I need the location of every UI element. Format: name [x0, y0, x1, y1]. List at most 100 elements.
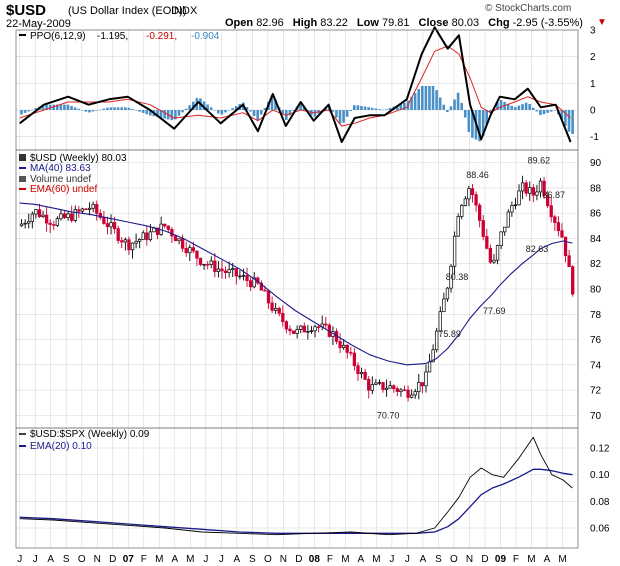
price-candle-body: [302, 325, 306, 333]
price-candle-body: [388, 385, 392, 389]
ppo-hist-bar: [45, 104, 48, 110]
ppo-hist-bar: [438, 97, 442, 110]
ppo-hist-bar: [453, 99, 456, 110]
ppo-hist-bar: [91, 110, 95, 112]
ppo-hist-bar: [435, 90, 438, 110]
ppo-hist-bar: [109, 107, 113, 110]
ppo-hist-bar: [30, 109, 34, 111]
price-y-tick-label: 80: [590, 285, 602, 296]
price-candle-body: [478, 204, 482, 221]
ppo-hist-bar: [524, 102, 528, 110]
ppo-hist-bar: [149, 110, 152, 116]
price-candle-body: [538, 180, 543, 193]
price-candle-body: [513, 204, 518, 206]
price-candle-body: [213, 260, 217, 272]
price-candle-body: [259, 282, 264, 291]
ppo-hist-bar: [23, 110, 27, 113]
ppo-hist-bar: [463, 110, 467, 118]
price-candle-body: [27, 221, 31, 224]
ppo-y-tick-label: -1: [590, 132, 599, 143]
ppo-hist-bar: [288, 110, 292, 116]
price-candle-body: [485, 236, 489, 249]
price-candle-body: [531, 187, 535, 196]
ppo-hist-bar: [63, 104, 66, 110]
price-candle-body: [299, 325, 303, 330]
price-candle-body: [102, 217, 106, 224]
price-candle-body: [52, 224, 56, 226]
ppo-hist-bar: [456, 92, 460, 110]
price-candle-body: [95, 204, 99, 214]
price-candle-body: [130, 242, 135, 251]
ppo-hist-bar: [95, 110, 98, 111]
ratio-legend: $USD:$SPX (Weekly) 0.09 EMA(20) 0.10: [19, 429, 150, 452]
price-annotations: 70.70 75.89 80.38 88.46 77.69 89.62 86.87 82.63: [377, 155, 565, 420]
price-candle-body: [449, 265, 453, 289]
ppo-hist-bar: [485, 110, 489, 125]
price-candle-body: [442, 298, 446, 313]
price-candle-body: [499, 231, 503, 246]
ppo-y-tick-label: 2: [590, 52, 596, 63]
price-candle-body: [234, 268, 238, 277]
ppo-hist-bar: [564, 110, 567, 126]
price-candle-body: [91, 204, 95, 209]
price-candle-body: [306, 331, 310, 333]
ppo-hist-bar: [510, 105, 514, 110]
price-candle-body: [30, 213, 34, 222]
price-candle-body: [84, 208, 88, 211]
x-tick-label: 09: [495, 554, 507, 565]
price-candle-body: [23, 222, 27, 225]
x-tick-label: F: [327, 554, 333, 565]
x-tick-label: S: [435, 554, 442, 565]
price-candle-body: [145, 232, 149, 240]
ppo-hist-bar: [428, 86, 431, 110]
price-candle-body: [274, 307, 278, 311]
price-candle-body: [62, 213, 67, 219]
price-legend-swatch: [19, 154, 26, 161]
x-tick-label: N: [280, 554, 287, 565]
high-value: 83.22: [320, 17, 348, 29]
price-candle-body: [98, 212, 102, 218]
price-annotation-label: 89.62: [528, 155, 551, 165]
ppo-hist-bar: [335, 110, 338, 118]
price-candle-body: [460, 205, 464, 217]
ppo-hist-bar: [410, 96, 413, 110]
price-candle-body: [216, 268, 221, 272]
ma40-line: [19, 202, 573, 366]
price-candle-body: [227, 269, 231, 274]
price-candle-body: [263, 289, 267, 292]
ppo-legend: PPO(6,12,9) -1.195, -0.291, -0.904: [19, 31, 220, 42]
price-candle-body: [524, 182, 528, 194]
ppo-hist-bar: [20, 110, 23, 115]
ppo-hist-bar: [191, 101, 195, 110]
x-tick-label: O: [264, 554, 272, 565]
price-candle-body: [202, 264, 206, 266]
ppo-hist-bar: [106, 107, 109, 110]
price-y-tick-label: 86: [590, 209, 602, 220]
price-annotation-label: 88.46: [466, 170, 489, 180]
price-candle-body: [41, 214, 45, 217]
price-candle-body: [70, 213, 74, 221]
price-y-tick-label: 78: [590, 310, 602, 321]
price-candle-body: [424, 371, 428, 387]
price-y-tick-label: 90: [590, 158, 602, 169]
ppo-line: [19, 26, 572, 143]
ppo-hist-bar: [123, 107, 127, 110]
x-tick-label: J: [219, 554, 224, 565]
price-candle-body: [542, 180, 546, 196]
price-candle-body: [184, 247, 188, 254]
price-candle-body: [252, 277, 256, 288]
ppo-hist-bar: [231, 108, 234, 110]
ratio-y-tick-label: 0.06: [590, 524, 610, 535]
x-tick-label: J: [33, 554, 38, 565]
ppo-hist-bar: [102, 108, 106, 110]
panel-frame: [15, 427, 579, 549]
ppo-hist-bar: [34, 108, 38, 110]
price-candle-body: [520, 182, 525, 192]
close-value: 80.03: [451, 17, 480, 29]
price-candle-body: [420, 382, 425, 387]
price-candle-body: [363, 371, 367, 380]
ppo-hist-bar: [331, 110, 335, 112]
price-annotation-label: 86.87: [543, 190, 566, 200]
ratio-ema-line: [19, 468, 573, 534]
quote-summary: Open 82.96 High 83.22 Low 79.81 Close 80…: [225, 17, 583, 29]
